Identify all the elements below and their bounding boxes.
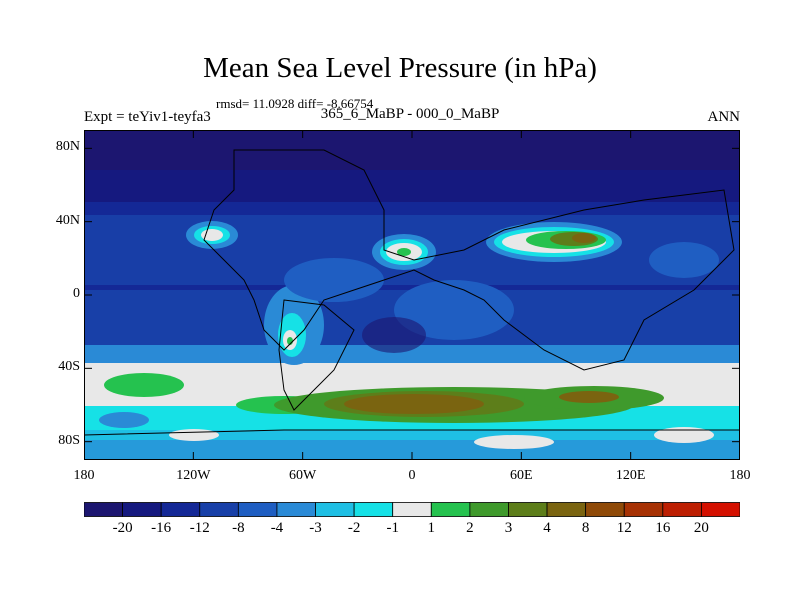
colorbar-swatch [585,502,625,517]
colorbar-swatch [122,502,162,517]
colorbar-swatch [508,502,548,517]
colorbar-label: 20 [693,520,709,536]
colorbar-swatch [662,502,702,517]
colorbar-swatch [392,502,432,517]
outline-south-america [278,299,355,411]
lat-label: 80N [55,139,80,155]
lat-label: 80S [58,432,80,448]
blob-west-pacific [649,242,719,278]
lon-label: 120W [176,468,211,483]
blob-asia-brown [572,233,596,243]
plot-title: Mean Sea Level Pressure (in hPa) [203,52,597,84]
colorbar-label: -20 [112,520,133,536]
lon-label: 180 [729,468,751,483]
colorbar-swatch [315,502,355,517]
blob-south-indian-brown [559,391,619,403]
colorbar-label: -12 [189,520,210,536]
pressure-map [84,130,740,460]
colorbar-label: 8 [581,520,590,536]
lon-label: 60E [510,468,533,483]
colorbar-label: -8 [232,520,245,536]
land-outlines [84,149,740,436]
lat-label: 40N [55,212,80,228]
colorbar-label: -1 [386,520,399,536]
period-subtitle: 365_6_MaBP - 000_0_MaBP [320,106,500,122]
colorbar [84,502,740,517]
colorbar-swatch [199,502,239,517]
colorbar-swatch [701,502,740,517]
colorbar-swatch [84,502,123,517]
blob-south-pacific-high [104,373,184,397]
lon-axis [84,130,740,460]
lon-label: 180 [73,468,95,483]
colorbar-label: -3 [309,520,322,536]
colorbar-swatch [469,502,509,517]
lon-label: 0 [408,468,416,483]
blob-sahara-green [397,248,411,256]
outline-antarctica [84,429,740,436]
blob-tropical-atlantic [394,280,514,340]
colorbar-label: 16 [655,520,671,536]
blob-south-ocean-brown [344,394,484,414]
patch-antarctic-3 [474,435,554,449]
colorbar-label: 1 [427,520,436,536]
patch-antarctic-4 [654,427,714,443]
colorbar-swatch [623,502,664,517]
patch-antarctic-2 [169,429,219,441]
experiment-label: Expt = teYiv1-teyfa3 [84,109,211,125]
colorbar-swatch [276,502,316,517]
colorbar-label: 3 [504,520,513,536]
lat-label: 0 [73,286,80,301]
field-north-band [84,170,740,202]
lon-label: 60W [289,468,317,483]
field-south-edge [84,345,740,365]
map-field [84,130,740,460]
colorbar-swatch [430,502,471,517]
colorbar-swatch [353,502,394,517]
colorbar-swatch [237,502,278,517]
colorbar-swatch [546,502,587,517]
lon-label: 120E [615,468,646,483]
season-label: ANN [707,109,741,125]
outline-continents [203,149,735,371]
patch-antarctic-1 [99,412,149,428]
colorbar-swatch [160,502,201,517]
colorbar-label: 2 [466,520,474,536]
colorbar-label: 12 [616,520,632,536]
colorbar-label: 4 [543,520,551,536]
colorbar-label: -4 [270,520,284,536]
colorbar-label: -16 [151,520,172,536]
colorbar-label: -2 [347,520,361,536]
blob-low-africa [362,317,426,353]
lat-axis [84,147,740,443]
field-antarctic-edge [84,440,740,460]
blob-tropical-pacific [284,258,384,302]
lat-label: 40S [58,359,80,375]
rmsd-diff-text: rmsd= 11.0928 diff= -8.66754 [216,96,374,111]
